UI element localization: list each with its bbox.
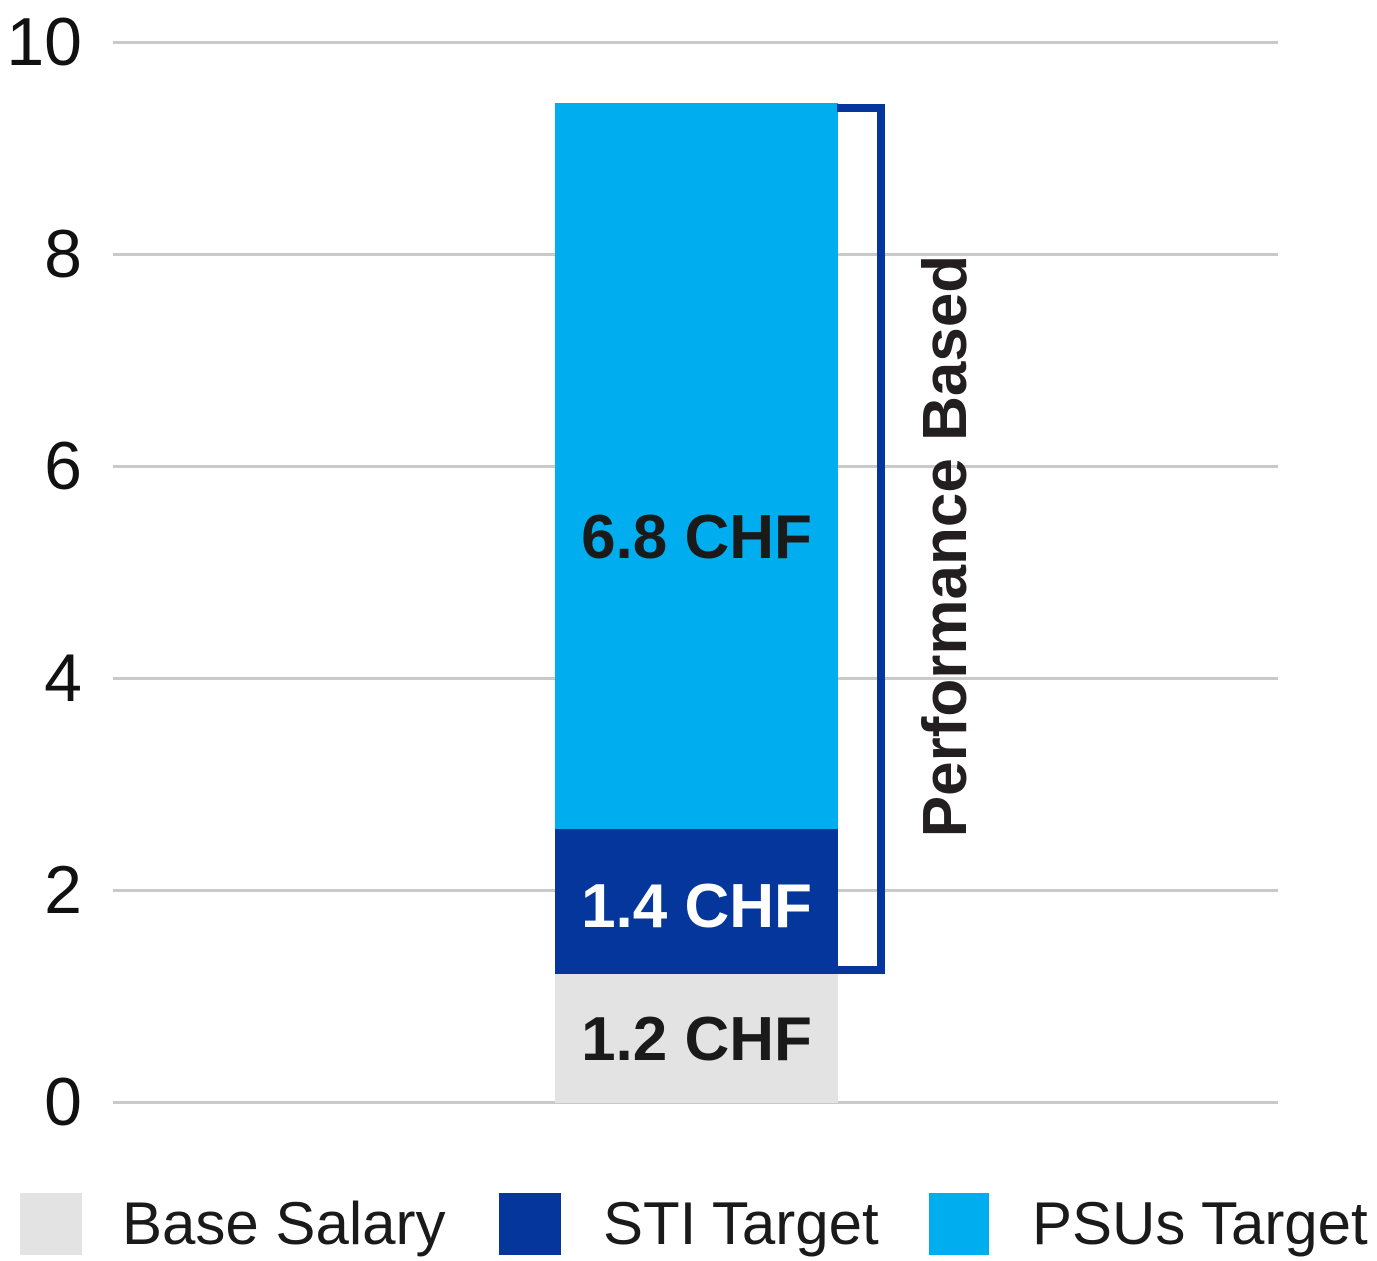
gridline-10 <box>113 41 1278 44</box>
y-tick-label-0: 0 <box>44 1064 82 1140</box>
legend-label-psus-target: PSUs Target <box>1032 1190 1368 1257</box>
y-tick-label-4: 4 <box>44 640 82 716</box>
performance-based-label: Performance Based <box>911 254 980 838</box>
bar-segment-psus-target <box>555 103 838 829</box>
bar-value-label-sti: 1.4 CHF <box>581 872 812 941</box>
legend-swatch-psus-target <box>929 1193 989 1255</box>
legend-label-base-salary: Base Salary <box>122 1190 446 1257</box>
bar-value-label-psus: 6.8 CHF <box>581 503 812 572</box>
performance-based-bracket <box>837 104 885 974</box>
legend-label-sti-target: STI Target <box>603 1190 879 1257</box>
y-tick-label-8: 8 <box>44 216 82 292</box>
bar-segment-sti-target <box>555 829 838 974</box>
y-tick-label-10: 10 <box>6 4 82 80</box>
bar-segment-base-salary <box>555 974 838 1103</box>
y-tick-label-2: 2 <box>44 852 82 928</box>
legend-swatch-base-salary <box>20 1193 82 1255</box>
legend-swatch-sti-target <box>499 1193 561 1255</box>
y-tick-label-6: 6 <box>44 428 82 504</box>
bar-value-label-base: 1.2 CHF <box>581 1005 812 1074</box>
